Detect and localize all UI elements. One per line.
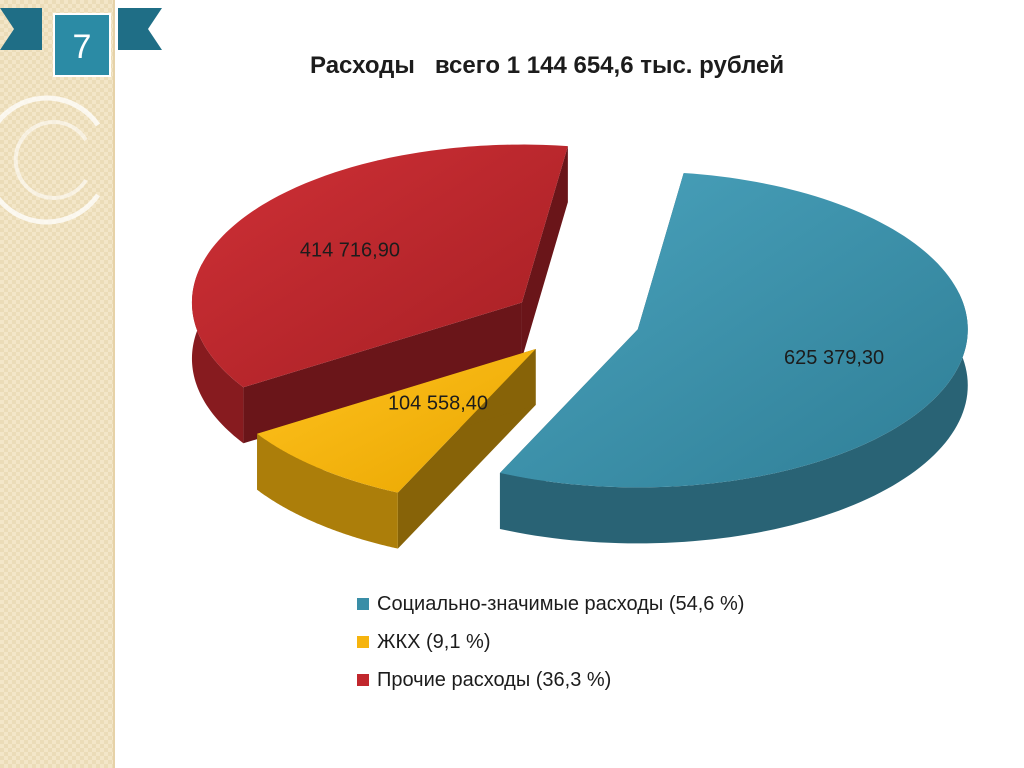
ribbon-left-tail xyxy=(0,8,42,50)
slide-number: 7 xyxy=(72,28,92,66)
data-label-social: 625 379,30 xyxy=(784,347,884,369)
legend-item-other: Прочие расходы (36,3 %) xyxy=(357,661,744,699)
badge-plate xyxy=(53,13,111,77)
pie-slice-other xyxy=(191,144,568,444)
pie-slice-other-wall-start xyxy=(243,302,522,444)
pie-slice-social xyxy=(499,172,968,544)
decorative-ring-inner xyxy=(13,120,88,200)
legend-item-housing: ЖКХ (9,1 %) xyxy=(357,623,744,661)
pie-slice-other-wall-end xyxy=(521,146,568,359)
legend-label-housing: ЖКХ (9,1 %) xyxy=(377,630,491,653)
slide-number-badge xyxy=(0,8,162,77)
chart-title: Расходы всего 1 144 654,6 тыс. рублей xyxy=(310,52,785,79)
pie-slice-housing-top xyxy=(257,349,536,493)
pie-slices-layer xyxy=(191,144,968,549)
legend-swatch-social xyxy=(357,598,369,610)
legend-swatch-other xyxy=(357,674,369,686)
data-label-other: 414 716,90 xyxy=(300,240,400,262)
data-label-housing: 104 558,40 xyxy=(388,393,488,415)
legend-label-social: Социально-значимые расходы (54,6 %) xyxy=(377,592,745,615)
pie-slice-housing xyxy=(257,349,536,549)
ribbon-right-tail xyxy=(118,8,162,50)
pie-slice-social-rim xyxy=(499,293,968,544)
pie-slice-social-top xyxy=(499,172,968,488)
legend-swatch-housing xyxy=(357,636,369,648)
side-divider xyxy=(113,0,115,768)
chart-legend: Социально-значимые расходы (54,6 %) ЖКХ … xyxy=(357,585,744,699)
side-decoration xyxy=(0,95,101,225)
side-panel xyxy=(0,0,113,768)
legend-item-social: Социально-значимые расходы (54,6 %) xyxy=(357,585,744,623)
pie-slice-other-rim xyxy=(191,263,244,444)
pie-data-labels: 414 716,90 625 379,30 104 558,40 xyxy=(300,240,884,415)
decorative-ring-outer xyxy=(0,95,101,225)
pie-slice-housing-rim xyxy=(257,433,398,549)
legend-label-other: Прочие расходы (36,3 %) xyxy=(377,668,612,691)
pie-slice-other-top xyxy=(191,144,568,388)
